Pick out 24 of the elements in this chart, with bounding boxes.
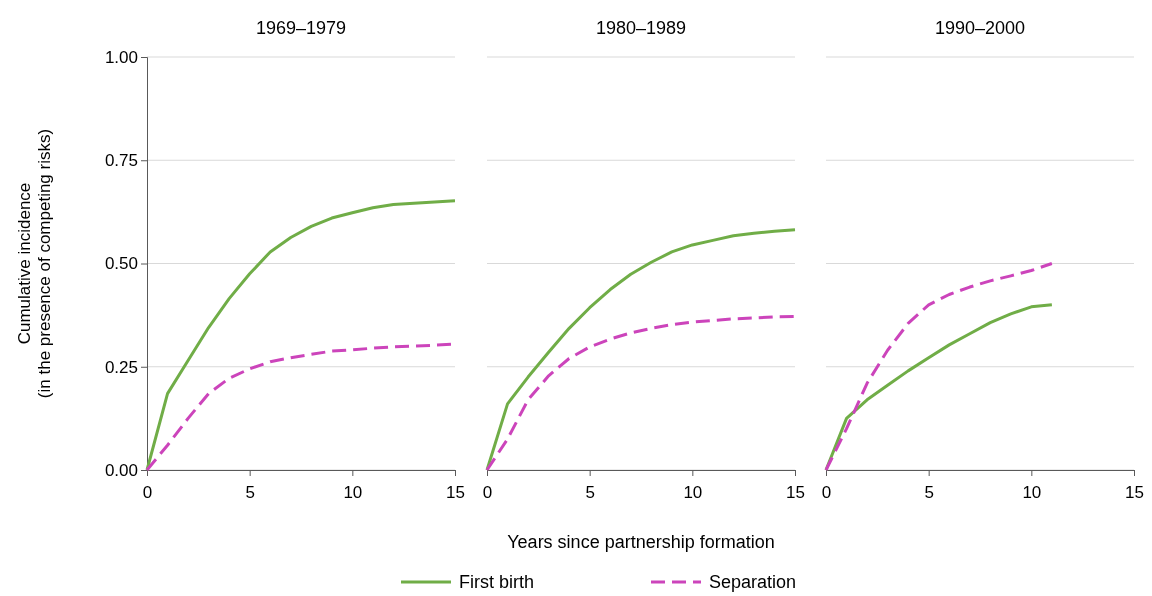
chart-title: 1969–1979 <box>255 18 347 38</box>
x-tick-label: 10 <box>683 482 703 502</box>
x-tick-label: 0 <box>821 482 832 502</box>
x-tick-label: 15 <box>1125 482 1144 502</box>
y-tick-label: 1.00 <box>104 47 138 67</box>
y-tick-label: 0.25 <box>104 357 138 377</box>
x-tick-label: 15 <box>786 482 805 502</box>
y-tick-label: 0.50 <box>104 254 138 274</box>
x-tick-label: 5 <box>585 482 595 502</box>
x-tick-label: 5 <box>924 482 934 502</box>
chart-title: 1980–1989 <box>595 18 687 38</box>
x-tick-label: 10 <box>1022 482 1042 502</box>
x-tick-label: 0 <box>142 482 153 502</box>
y-tick-label: 0.00 <box>104 460 138 480</box>
chart-title: 1990–2000 <box>934 18 1026 38</box>
x-tick-label: 10 <box>343 482 363 502</box>
x-tick-label: 0 <box>482 482 493 502</box>
x-tick-label: 15 <box>446 482 465 502</box>
x-tick-label: 5 <box>245 482 255 502</box>
y-tick-label: 0.75 <box>104 151 138 171</box>
y-axis-title: Cumulative incidence (in the presence of competing risks) <box>15 128 55 399</box>
legend-label: First birth <box>459 572 535 593</box>
legend-label: Separation <box>709 572 797 593</box>
x-axis-title: Years since partnership formation <box>507 532 775 552</box>
